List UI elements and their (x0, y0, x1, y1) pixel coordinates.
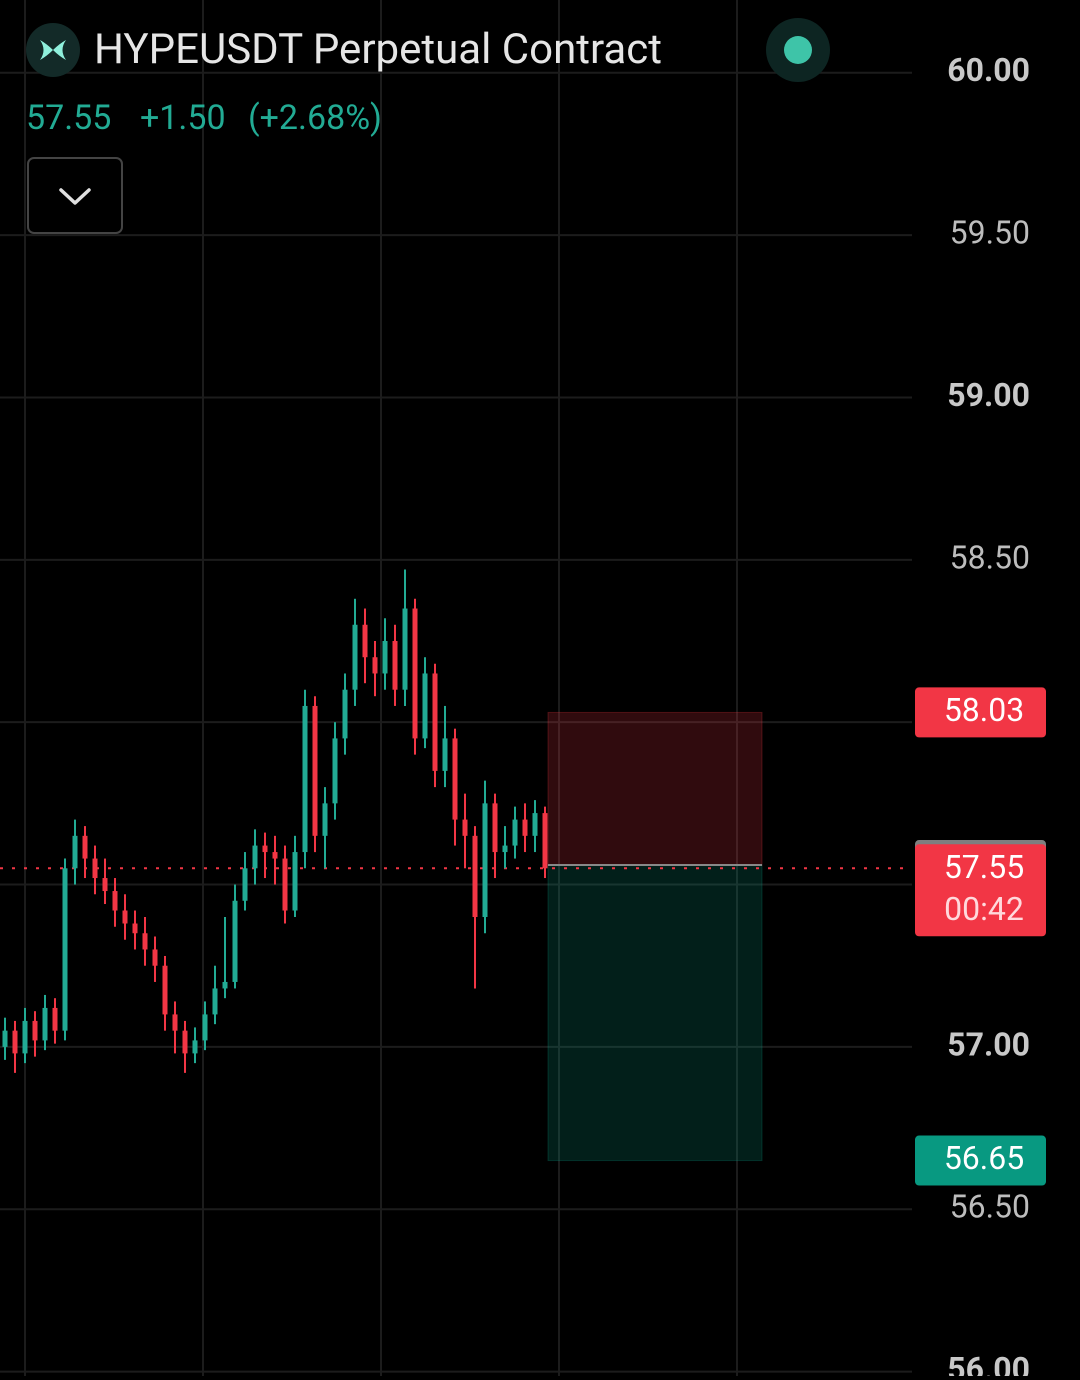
price-label: 58.03 (944, 691, 1024, 729)
price-change: +1.50 (140, 98, 226, 138)
stop-zone (547, 711, 763, 866)
candle-body (422, 673, 428, 739)
candle-body (212, 988, 218, 1015)
candle-body (112, 891, 118, 911)
candle-body (182, 1030, 188, 1054)
chevron-icon (59, 188, 91, 205)
countdown-label: 00:42 (944, 890, 1024, 928)
candle-body (532, 813, 538, 836)
candle-body (332, 738, 338, 804)
candle-body (492, 803, 498, 853)
candle-body (522, 819, 528, 836)
position-box (0, 711, 912, 1162)
symbol-title: HYPEUSDT Perpetual Contract (94, 25, 662, 74)
candle-body (312, 705, 318, 836)
candle-body (502, 845, 508, 853)
candle-body (92, 858, 98, 879)
grid (0, 71, 912, 1373)
candle-body (62, 868, 68, 1031)
candle-body (412, 608, 418, 739)
price-label-box (915, 1135, 1046, 1186)
y-tick-label: 59.50 (950, 214, 1030, 252)
header: HYPEUSDT Perpetual Contract 57.55 +1.50 … (26, 18, 830, 234)
candle-body (72, 835, 78, 869)
candle-body (392, 640, 398, 690)
y-tick-label: 56.00 (947, 1350, 1030, 1376)
candle-body (342, 689, 348, 739)
candle-body (512, 819, 518, 846)
candle-body (22, 1020, 28, 1054)
price-change-percent: (+2.68%) (248, 98, 382, 138)
candle-body (2, 1030, 8, 1047)
candle-body (452, 738, 458, 820)
candle-body (432, 673, 438, 771)
candle-body (52, 1007, 58, 1031)
candle-body (132, 923, 138, 934)
candle-body (82, 835, 88, 859)
y-axis: 60.0059.5059.0058.5058.0057.5057.0056.50… (915, 51, 1046, 1380)
candle-body (122, 910, 128, 924)
candle-body (482, 803, 488, 918)
candle-body (202, 1014, 208, 1041)
price-label: 57.55 (944, 848, 1024, 886)
candle-body (12, 1030, 18, 1054)
candle-body (42, 1007, 48, 1041)
candle-body (352, 624, 358, 690)
candle-body (362, 624, 368, 658)
candle-body (232, 900, 238, 982)
candle-body (322, 803, 328, 836)
target-zone (547, 864, 763, 1162)
candle-body (272, 852, 278, 859)
status-dot (784, 36, 812, 64)
candle-body (442, 738, 448, 771)
candle-body (302, 705, 308, 853)
candle-body (292, 852, 298, 911)
candle-body (142, 933, 148, 950)
y-tick-label: 60.00 (947, 51, 1030, 89)
candle-body (192, 1040, 198, 1054)
candle-body (262, 845, 268, 853)
y-tick-label: 58.50 (950, 538, 1030, 576)
candle-body (152, 949, 158, 966)
candle-body (472, 835, 478, 918)
candle-body (252, 845, 258, 869)
vertical-grid (24, 0, 738, 1376)
y-tick-label: 56.50 (950, 1188, 1030, 1226)
candles (2, 569, 548, 1073)
price-label-box (915, 687, 1046, 738)
candle-body (242, 868, 248, 901)
candle-body (382, 640, 388, 674)
candle-body (402, 608, 408, 690)
candle-body (102, 878, 108, 892)
price-label: 56.65 (944, 1139, 1024, 1177)
price-label-box (915, 844, 1046, 937)
symbol-logo (40, 40, 66, 60)
candle-body (222, 981, 228, 989)
candle-body (372, 657, 378, 674)
y-tick-label: 57.00 (947, 1025, 1030, 1063)
collapse-button[interactable] (27, 157, 123, 234)
candle-body (462, 819, 468, 836)
candle-body (172, 1014, 178, 1031)
y-tick-label: 59.00 (947, 376, 1030, 414)
candle-body (282, 858, 288, 911)
candle-body (542, 813, 548, 869)
candle-body (162, 965, 168, 1015)
last-price: 57.55 (26, 98, 111, 138)
candle-body (32, 1020, 38, 1041)
